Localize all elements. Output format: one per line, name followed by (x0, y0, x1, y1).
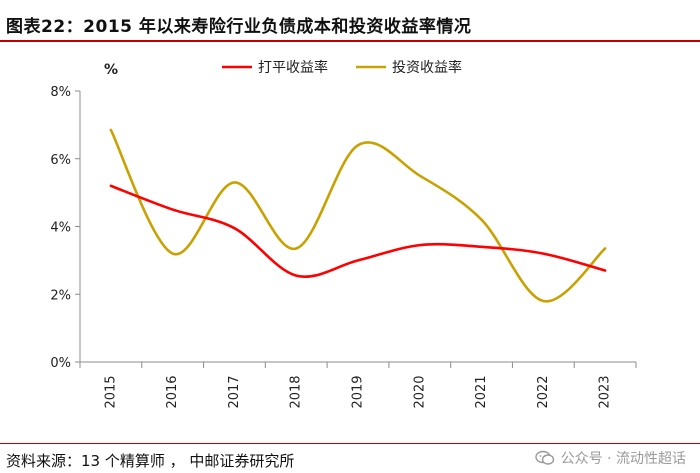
source-note: 资料来源：13 个精算师 ， 中邮证券研究所 (6, 452, 295, 470)
chart-legend: 打平收益率 投资收益率 (222, 59, 462, 76)
x-tick-label: 2023 (598, 375, 613, 408)
x-tick-label: 2022 (536, 375, 551, 408)
legend-label-investment-yield: 投资收益率 (392, 59, 462, 76)
x-tick-label: 2020 (412, 375, 427, 408)
y-tick-label: 6% (50, 153, 71, 168)
series-line-investment-yield (109, 128, 607, 303)
y-tick-label: 0% (50, 356, 71, 371)
wechat-icon (534, 450, 554, 465)
x-tick-label: 2016 (165, 375, 180, 408)
watermark: 公众号 · 流动性超话 (534, 448, 686, 468)
x-tick-label: 2021 (474, 375, 489, 408)
chart-axes: % 0% 2% 4% 6% 8% 2015 2016 2017 2018 2019 2020 2021 2… (50, 62, 637, 409)
y-tick-label: 4% (50, 221, 71, 236)
header-divider (0, 40, 700, 42)
y-axis-unit-label: % (104, 62, 118, 78)
figure-title: 图表22：2015 年以来寿险行业负债成本和投资收益率情况 (6, 17, 472, 37)
chart-series (109, 128, 607, 303)
figure-header: 图表22：2015 年以来寿险行业负债成本和投资收益率情况 (0, 0, 700, 42)
watermark-text: 公众号 · 流动性超话 (560, 451, 686, 467)
series-line-breakeven-yield (109, 184, 607, 278)
y-tick-label: 2% (50, 288, 71, 303)
x-tick-label: 2015 (103, 375, 118, 408)
x-tick-label: 2017 (227, 375, 242, 408)
legend-label-breakeven-yield: 打平收益率 (258, 59, 328, 76)
x-tick-label: 2018 (289, 375, 304, 408)
line-chart: % 0% 2% 4% 6% 8% 2015 2016 2017 2018 2019 2020 2021 2… (50, 59, 637, 409)
y-tick-label: 8% (50, 85, 71, 100)
x-tick-label: 2019 (351, 375, 366, 408)
footer-divider (0, 443, 700, 444)
